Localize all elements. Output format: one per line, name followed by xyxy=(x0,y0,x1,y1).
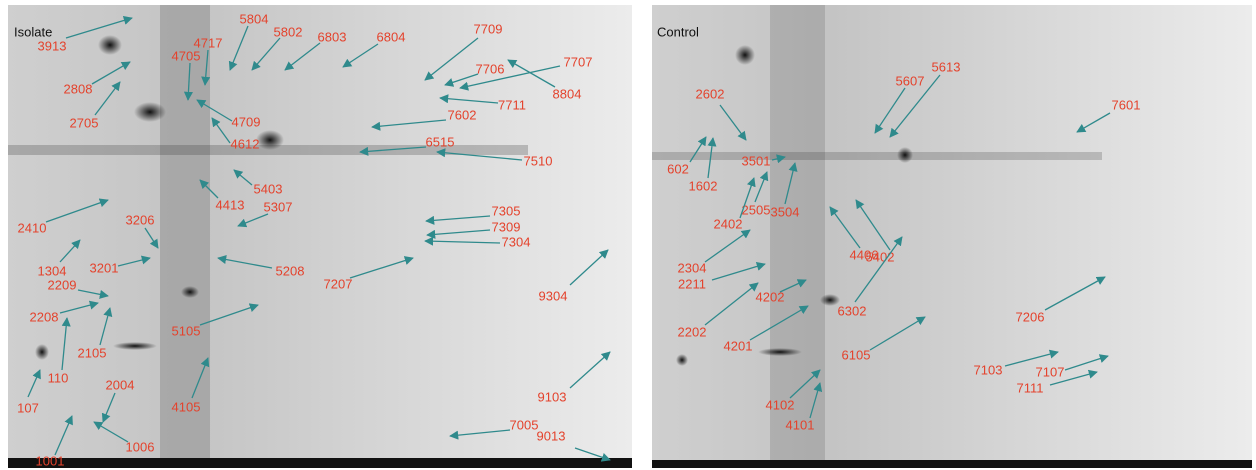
spot-label: 9304 xyxy=(539,288,568,303)
spot-label: 2705 xyxy=(70,115,99,130)
spot-label: 8804 xyxy=(553,86,582,101)
gel-control xyxy=(652,5,1252,468)
spot-label: 7111 xyxy=(1017,380,1044,395)
spot-label: 5804 xyxy=(240,11,269,26)
spot-label: 7305 xyxy=(492,203,521,218)
spot-label: 3504 xyxy=(771,204,800,219)
spot-label: 7711 xyxy=(498,97,526,112)
spot-label: 2602 xyxy=(696,86,725,101)
spot-label: 6803 xyxy=(318,29,347,44)
spot-label: 110 xyxy=(48,370,69,385)
spot-label: 5607 xyxy=(896,73,925,88)
spot-label: 5402 xyxy=(866,249,895,264)
spot-label: 602 xyxy=(667,161,689,176)
spot-label: 6302 xyxy=(838,303,867,318)
spot-label: 2202 xyxy=(678,324,707,339)
spot-label: 5208 xyxy=(276,263,305,278)
spot-label: 2105 xyxy=(78,345,107,360)
spot-label: 6804 xyxy=(377,29,406,44)
spot-label: 7510 xyxy=(524,153,553,168)
spot-label: 2402 xyxy=(714,216,743,231)
spot-label: 2208 xyxy=(30,309,59,324)
spot-label: 1304 xyxy=(38,263,67,278)
spot-label: 4105 xyxy=(172,399,201,414)
figure: Isolate Control 391358044717470558026803… xyxy=(0,0,1256,470)
spot-label: 1006 xyxy=(126,439,155,454)
spot-label: 6105 xyxy=(842,347,871,362)
spot-label: 7107 xyxy=(1036,364,1065,379)
spot-label: 7206 xyxy=(1016,309,1045,324)
spot-label: 4102 xyxy=(766,397,795,412)
spot-label: 3913 xyxy=(38,38,67,53)
spot-label: 3201 xyxy=(90,260,119,275)
spot-label: 4705 xyxy=(172,48,201,63)
spot-label: 107 xyxy=(17,400,39,415)
spot-label: 5403 xyxy=(254,181,283,196)
spot-label: 3501 xyxy=(742,153,771,168)
spot-label: 4709 xyxy=(232,114,261,129)
spot-label: 2304 xyxy=(678,260,707,275)
spot-label: 4612 xyxy=(231,136,260,151)
spot-label: 7601 xyxy=(1112,97,1141,112)
spot-label: 5613 xyxy=(932,59,961,74)
spot-label: 3206 xyxy=(126,212,155,227)
spot-label: 7602 xyxy=(448,107,477,122)
spot-label: 9013 xyxy=(537,428,566,443)
spot-label: 5307 xyxy=(264,199,293,214)
spot-label: 5105 xyxy=(172,323,201,338)
spot-label: 7707 xyxy=(564,54,593,69)
spot-label: 4201 xyxy=(724,338,753,353)
spot-label: 7005 xyxy=(510,417,539,432)
spot-label: 4101 xyxy=(786,417,815,432)
spot-label: 2410 xyxy=(18,220,47,235)
spot-label: 7207 xyxy=(324,276,353,291)
spot-label: 7309 xyxy=(492,219,521,234)
spot-label: 2004 xyxy=(106,377,135,392)
spot-label: 7304 xyxy=(502,234,531,249)
panel-title: Isolate xyxy=(14,24,52,39)
spot-label: 9103 xyxy=(538,389,567,404)
spot-label: 7709 xyxy=(474,21,503,36)
spot-label: 2211 xyxy=(678,276,706,291)
spot-label: 1001 xyxy=(36,453,65,468)
spot-label: 2209 xyxy=(48,277,77,292)
spot-label: 4202 xyxy=(756,289,785,304)
spot-label: 2808 xyxy=(64,81,93,96)
spot-label: 4413 xyxy=(216,197,245,212)
spot-label: 2505 xyxy=(742,202,771,217)
spot-label: 7103 xyxy=(974,362,1003,377)
spot-label: 7706 xyxy=(476,61,505,76)
spot-label: 5802 xyxy=(274,24,303,39)
panel-title: Control xyxy=(657,24,699,39)
spot-label: 1602 xyxy=(689,178,718,193)
spot-label: 6515 xyxy=(426,134,455,149)
